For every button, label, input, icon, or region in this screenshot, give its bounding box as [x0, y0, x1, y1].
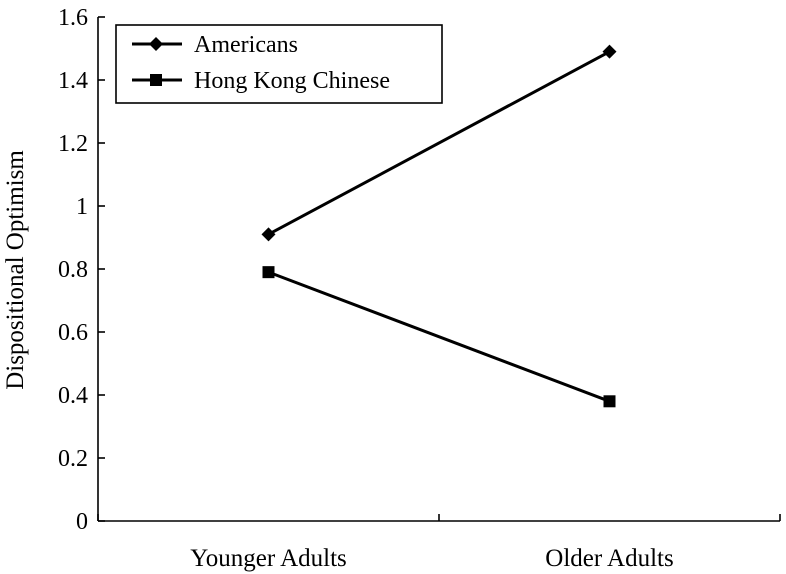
y-axis: 0 0.2 0.4 0.6 0.8 1 1.2 1.4 1.6: [58, 5, 105, 535]
legend-label: Hong Kong Chinese: [194, 68, 390, 94]
x-category-label: Older Adults: [545, 545, 673, 572]
square-marker: [150, 74, 162, 86]
diamond-marker: [149, 37, 163, 51]
legend-item: Americans: [132, 32, 298, 58]
x-axis: Younger Adults Older Adults: [97, 514, 781, 572]
series-line: [267, 50, 611, 236]
y-tick-label: 1.4: [58, 68, 88, 94]
square-marker: [603, 395, 616, 408]
y-tick-label: 0: [76, 509, 88, 535]
series-americans: [261, 44, 617, 242]
diamond-marker: [261, 227, 276, 242]
x-category-label: Younger Adults: [190, 545, 347, 572]
legend-label: Americans: [194, 32, 298, 58]
series-hong-kong-chinese: [262, 266, 616, 408]
y-axis-label: Dispositional Optimism: [2, 150, 29, 390]
y-tick-label: 1.2: [58, 131, 88, 157]
y-tick-label: 1: [76, 194, 88, 220]
legend-item: Hong Kong Chinese: [132, 68, 390, 94]
legend: Americans Hong Kong Chinese: [115, 24, 443, 104]
legend-box: [115, 24, 443, 104]
diamond-marker: [602, 44, 617, 59]
y-tick-label: 1.6: [58, 5, 88, 31]
square-marker: [262, 266, 275, 279]
y-tick-label: 0.4: [58, 383, 88, 409]
y-tick-label: 0.2: [58, 446, 88, 472]
y-tick-label: 0.8: [58, 257, 88, 283]
y-tick-label: 0.6: [58, 320, 88, 346]
series-layer: [261, 44, 617, 408]
series-line: [267, 270, 611, 403]
